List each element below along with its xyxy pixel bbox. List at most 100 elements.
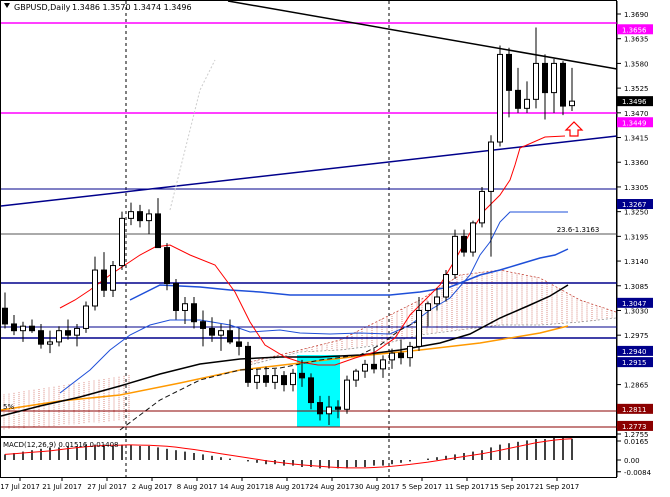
- price-tick-label: 1.3360: [624, 159, 649, 167]
- candle-body: [74, 327, 80, 336]
- candle-body: [443, 274, 449, 298]
- tenkan-sen: [59, 135, 566, 366]
- candle-body: [191, 303, 197, 323]
- candle-body: [173, 283, 179, 311]
- candle-body: [83, 305, 89, 329]
- period-separators: [125, 1, 390, 477]
- candle-body: [299, 372, 305, 379]
- price-tick-label: 1.2975: [624, 332, 649, 340]
- price-tag-label: 1.3449: [622, 119, 647, 127]
- candle-body: [389, 352, 395, 361]
- candle-body: [506, 53, 512, 91]
- candle-body: [452, 235, 458, 276]
- candle-body: [182, 303, 188, 311]
- price-tick-label: 1.3140: [624, 258, 649, 266]
- date-tick-label: 21 Sep 2017: [535, 483, 579, 491]
- price-tick-label: 1.2865: [624, 382, 649, 390]
- candle-body: [65, 330, 71, 336]
- indicator-lines: [0, 135, 569, 431]
- candle-body: [101, 269, 107, 291]
- candle-body: [326, 406, 332, 415]
- date-tick-label: 24 Aug 2017: [310, 483, 355, 491]
- price-tick-label: 1.3250: [624, 209, 649, 217]
- macd-signal-line: [4, 438, 573, 469]
- candle-body: [551, 62, 557, 94]
- candle-body: [479, 190, 485, 224]
- candle-body: [461, 235, 467, 253]
- price-tick-label: 1.3415: [624, 135, 649, 143]
- date-tick-label: 18 Aug 2017: [265, 483, 310, 491]
- ascending-channel-line: [0, 135, 618, 207]
- macd-tick-label: -0.0084: [624, 469, 652, 477]
- macd-tick-label: 0.00: [624, 457, 640, 465]
- candle-body: [515, 89, 521, 109]
- price-tick-label: 1.3580: [624, 60, 649, 68]
- price-tag-label: 1.3047: [622, 300, 647, 308]
- price-tick-label: 1.3030: [624, 307, 649, 315]
- price-tag-label: 1.3267: [622, 201, 647, 209]
- candle-body: [542, 62, 548, 94]
- price-tag-label: 1.3656: [622, 26, 647, 34]
- candle-body: [425, 303, 431, 311]
- date-tick-label: 5 Sep 2017: [402, 483, 442, 491]
- left-edge-label: 5%: [3, 403, 14, 411]
- price-tick-label: 1.3690: [624, 11, 649, 19]
- date-tick-label: 11 Sep 2017: [445, 483, 489, 491]
- candle-body: [470, 222, 476, 253]
- candle-body: [560, 62, 566, 107]
- candle-body: [92, 269, 98, 307]
- candle-body: [47, 341, 53, 345]
- long-moving-average: [0, 284, 569, 417]
- macd-label: MACD(12,26,9) 0.01516 0.01408: [3, 441, 119, 449]
- candle-body: [227, 330, 233, 343]
- fibo-label: 23.6-1.3163: [557, 226, 600, 234]
- symbol-label: GBPUSD,Daily: [14, 3, 71, 12]
- candle-body: [290, 372, 296, 386]
- up-arrow-icon: [564, 121, 584, 137]
- date-tick-label: 21 Jul 2017: [42, 483, 82, 491]
- candle-body: [38, 330, 44, 345]
- candle-body: [569, 100, 575, 107]
- price-tag-label: 1.2773: [622, 423, 647, 431]
- descending-trendline: [227, 0, 618, 70]
- candle-body: [146, 213, 152, 222]
- candle-body: [200, 321, 206, 329]
- candle-body: [407, 345, 413, 359]
- price-tags: 1.3656 1.3496 1.3449 1.3267 1.3047 1.2940 1.29…: [617, 24, 653, 431]
- candle-body: [110, 265, 116, 291]
- candle-body: [533, 62, 539, 100]
- macd-indicator: [4, 437, 573, 469]
- candle-body: [497, 53, 503, 143]
- date-tick-label: 14 Aug 2017: [220, 483, 265, 491]
- price-tick-label: 1.3085: [624, 283, 649, 291]
- price-tick-label: 1.3195: [624, 233, 649, 241]
- candle-body: [353, 370, 359, 381]
- candle-body: [209, 327, 215, 336]
- price-tag-label: 1.2915: [622, 359, 647, 367]
- date-tick-label: 17 Jul 2017: [0, 483, 40, 491]
- candle-body: [119, 217, 125, 267]
- date-tick-label: 2 Aug 2017: [132, 483, 172, 491]
- date-tick-label: 27 Jul 2017: [87, 483, 127, 491]
- candle-body: [29, 325, 35, 332]
- candlesticks: [2, 27, 575, 426]
- candle-body: [20, 325, 26, 332]
- date-tick-label: 8 Aug 2017: [177, 483, 217, 491]
- candle-body: [137, 211, 143, 222]
- candle-body: [2, 307, 8, 325]
- candle-body: [344, 379, 350, 410]
- candle-body: [218, 330, 224, 336]
- date-tick-label: 15 Sep 2017: [490, 483, 534, 491]
- candle-body: [11, 323, 17, 332]
- candle-body: [317, 402, 323, 415]
- price-tick-label: 1.2755: [624, 431, 649, 439]
- ohlc-values: 1.3486 1.3570 1.3474 1.3496: [72, 3, 192, 12]
- date-axis: 17 Jul 2017 21 Jul 2017 27 Jul 2017 2 Aug 2…: [0, 477, 579, 491]
- price-tick-label: 1.3635: [624, 36, 649, 44]
- orange-moving-average: [0, 325, 569, 411]
- consolidation-highlight-box: [297, 355, 340, 427]
- chevron-down-icon: [4, 3, 10, 8]
- price-tag-label: 1.2811: [622, 406, 647, 414]
